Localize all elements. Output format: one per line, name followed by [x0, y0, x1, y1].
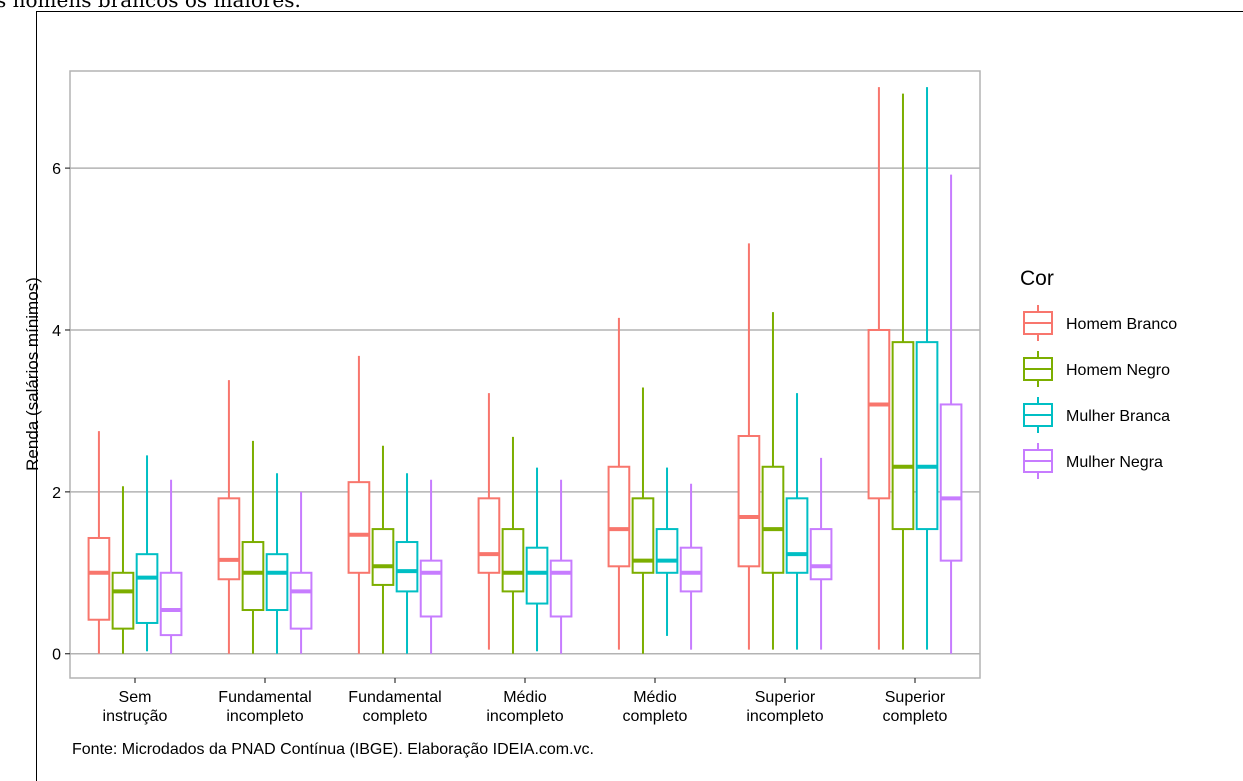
- box-2-2: [395, 473, 419, 654]
- x-tick-label-4: Médio completo: [623, 689, 688, 725]
- legend-title: Cor: [1020, 267, 1054, 290]
- x-tick-label-line: completo: [363, 708, 428, 725]
- y-tick-label-6: 6: [52, 161, 61, 178]
- x-tick-label-3: Médio incompleto: [486, 689, 563, 725]
- x-tick-label-line: Fundamental: [348, 689, 441, 706]
- box-body: [241, 541, 265, 612]
- box-body: [217, 497, 241, 581]
- box-4-1: [631, 387, 655, 654]
- box-5-3: [809, 457, 833, 650]
- box-5-0: [737, 243, 761, 650]
- legend-item-0: Homem Branco: [1023, 305, 1177, 341]
- y-tick-label-2: 2: [52, 485, 61, 502]
- legend: Cor Homem Branco Homem Negro Mulher Branca…: [1020, 267, 1177, 479]
- x-tick-label-line: Sem: [119, 689, 152, 706]
- box-body: [915, 341, 939, 531]
- box-body: [265, 553, 289, 612]
- legend-label-2: Mulher Branca: [1066, 408, 1170, 425]
- box-body: [111, 571, 135, 630]
- box-body: [87, 536, 111, 621]
- box-0-1: [111, 486, 135, 654]
- x-tick-label-line: Médio: [633, 689, 677, 706]
- box-6-1: [891, 93, 915, 650]
- box-body: [477, 497, 501, 574]
- box-body: [419, 559, 443, 618]
- legend-item-3: Mulher Negra: [1023, 443, 1163, 479]
- box-body: [631, 497, 655, 574]
- box-body: [135, 553, 159, 624]
- box-2-3: [419, 479, 443, 654]
- box-6-3: [939, 174, 963, 654]
- box-0-0: [87, 431, 111, 654]
- caption-fragment: s homens brancos os maiores.: [0, 0, 301, 12]
- box-body: [289, 571, 313, 630]
- box-6-2: [915, 87, 939, 650]
- plot-panel: [69, 70, 981, 679]
- box-4-0: [607, 317, 631, 650]
- x-tick-label-line: incompleto: [746, 708, 823, 725]
- box-body: [761, 465, 785, 574]
- box-5-2: [785, 393, 809, 650]
- x-tick-label-line: Superior: [885, 689, 946, 706]
- box-body: [867, 328, 891, 500]
- legend-label-3: Mulher Negra: [1066, 454, 1163, 471]
- box-body: [159, 571, 183, 637]
- x-tick-label-line: completo: [883, 708, 948, 725]
- box-body: [679, 546, 703, 593]
- box-body: [525, 546, 549, 605]
- legend-item-1: Homem Negro: [1023, 351, 1170, 387]
- box-1-2: [265, 473, 289, 654]
- x-tick-label-line: Fundamental: [218, 689, 311, 706]
- box-body: [347, 481, 371, 574]
- box-body: [395, 541, 419, 593]
- box-body: [891, 341, 915, 531]
- y-axis-label: Renda (salários mínimos): [23, 277, 42, 471]
- box-3-3: [549, 479, 573, 654]
- x-tick-label-2: Fundamental completo: [348, 689, 441, 725]
- x-tick-label-line: instrução: [103, 708, 168, 725]
- x-tick-label-line: incompleto: [486, 708, 563, 725]
- box-body: [501, 528, 525, 593]
- box-body: [809, 528, 833, 581]
- x-tick-label-line: Médio: [503, 689, 547, 706]
- box-2-0: [347, 355, 371, 654]
- box-6-0: [867, 87, 891, 650]
- box-body: [607, 465, 631, 568]
- box-1-0: [217, 380, 241, 654]
- box-body: [371, 528, 395, 586]
- x-tick-label-6: Superior completo: [883, 689, 948, 725]
- box-3-0: [477, 393, 501, 650]
- box-body: [655, 528, 679, 574]
- box-4-2: [655, 467, 679, 636]
- box-1-1: [241, 440, 265, 654]
- box-0-2: [135, 455, 159, 652]
- x-tick-label-line: completo: [623, 708, 688, 725]
- legend-label-0: Homem Branco: [1066, 316, 1177, 333]
- y-tick-label-4: 4: [52, 323, 61, 340]
- box-body: [785, 497, 809, 574]
- legend-item-2: Mulher Branca: [1023, 397, 1170, 433]
- box-5-1: [761, 312, 785, 650]
- box-4-3: [679, 483, 703, 650]
- legend-label-1: Homem Negro: [1066, 362, 1170, 379]
- x-tick-label-5: Superior incompleto: [746, 689, 823, 725]
- box-2-1: [371, 445, 395, 654]
- figure-frame: [36, 11, 1243, 781]
- y-tick-label-0: 0: [52, 647, 61, 664]
- box-body: [737, 435, 761, 568]
- box-3-2: [525, 467, 549, 652]
- box-body: [939, 403, 963, 562]
- x-tick-label-line: Superior: [755, 689, 816, 706]
- source-note: Fonte: Microdados da PNAD Contínua (IBGE…: [72, 741, 594, 758]
- box-body: [549, 559, 573, 618]
- x-tick-label-line: incompleto: [226, 708, 303, 725]
- box-3-1: [501, 436, 525, 654]
- box-1-3: [289, 491, 313, 654]
- x-tick-label-0: Sem instrução: [103, 689, 168, 725]
- x-tick-label-1: Fundamental incompleto: [218, 689, 311, 725]
- box-0-3: [159, 479, 183, 654]
